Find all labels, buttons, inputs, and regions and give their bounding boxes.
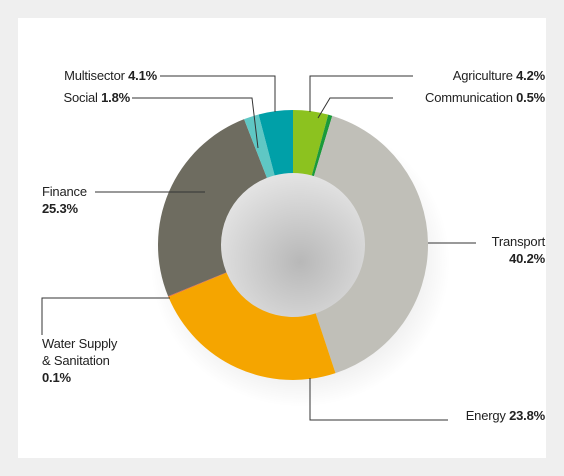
- category-name: Communication: [425, 90, 513, 105]
- category-name: Agriculture: [452, 68, 513, 83]
- slice: [313, 115, 429, 374]
- category-name: Transport: [491, 234, 546, 249]
- value-label: 0.1%: [42, 370, 71, 385]
- leader-line: [309, 75, 413, 112]
- value-label: 0.5%: [516, 90, 545, 105]
- label: Water Supply & Sanitation 0.1%: [42, 335, 126, 386]
- category-name: Finance: [42, 184, 87, 199]
- label: Agriculture 4.2%: [453, 67, 545, 84]
- leader-line: [160, 75, 276, 112]
- label: Energy 23.8%: [466, 407, 545, 424]
- slice: [168, 272, 227, 298]
- slice: [244, 114, 275, 178]
- leader-line: [41, 297, 170, 335]
- value-label: 4.2%: [516, 68, 545, 83]
- label: Finance 25.3%: [42, 183, 87, 217]
- category-name: Energy: [465, 408, 506, 423]
- leader-line: [309, 378, 448, 421]
- leader-line: [132, 97, 259, 149]
- slice: [168, 272, 336, 380]
- label: Multisector 4.1%: [64, 67, 157, 84]
- slice: [258, 110, 293, 176]
- value-label: 1.8%: [101, 90, 130, 105]
- value-label: 25.3%: [42, 201, 78, 216]
- value-label: 4.1%: [128, 68, 157, 83]
- category-name: Water Supply & Sanitation: [42, 336, 118, 368]
- label: Communication 0.5%: [425, 89, 545, 106]
- slice: [158, 119, 267, 297]
- slice: [311, 114, 333, 177]
- label: Transport 40.2%: [491, 233, 546, 267]
- category-name: Multisector: [64, 68, 125, 83]
- label: Social 1.8%: [63, 89, 131, 106]
- value-label: 23.8%: [509, 408, 545, 423]
- value-label: 40.2%: [509, 251, 545, 266]
- leader-line: [317, 97, 393, 119]
- category-name: Social: [63, 90, 98, 105]
- slice: [293, 110, 329, 176]
